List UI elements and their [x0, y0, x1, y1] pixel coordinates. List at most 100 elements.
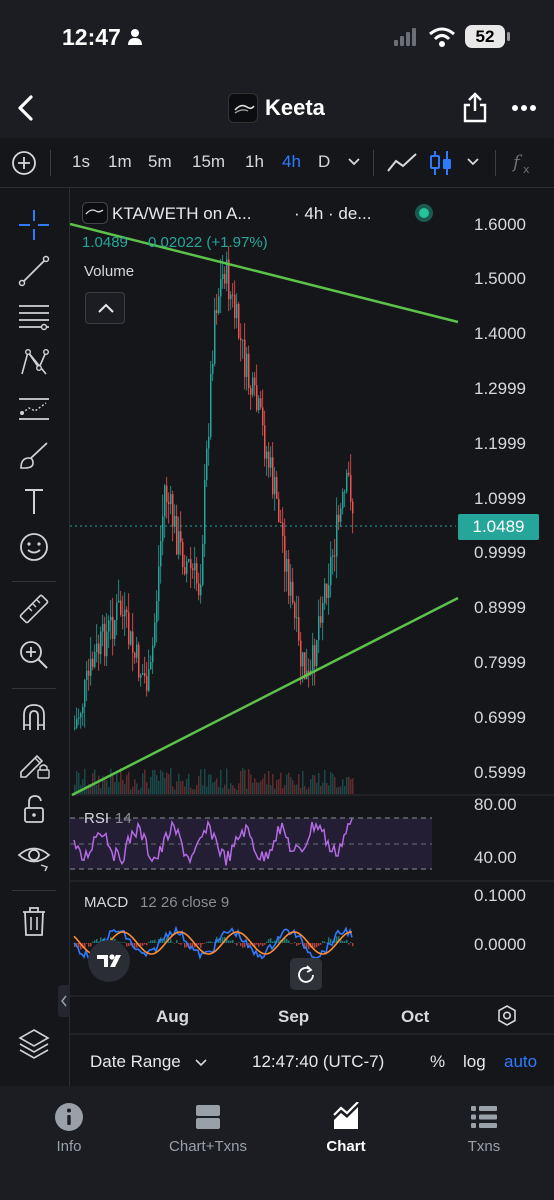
volume-bar	[248, 769, 250, 794]
tradingview-logo[interactable]	[88, 940, 130, 982]
forecast-tool-icon[interactable]	[17, 392, 51, 426]
trash-icon[interactable]	[17, 904, 51, 938]
candle-body	[344, 491, 346, 493]
brush-icon[interactable]	[17, 438, 51, 472]
tab-chart-txns[interactable]: Chart+Txns	[148, 1102, 268, 1155]
unlock-icon[interactable]	[17, 792, 51, 826]
volume-bar	[130, 789, 132, 794]
back-chevron-icon[interactable]	[14, 94, 38, 122]
timeframe-chevron-down-icon[interactable]	[347, 157, 361, 167]
candle-body	[128, 612, 130, 645]
pattern-tool-icon[interactable]	[17, 346, 51, 380]
chart-type-chevron-down-icon[interactable]	[466, 157, 480, 167]
price-tick: 1.4000	[474, 324, 526, 343]
lock-drawing-icon[interactable]	[17, 746, 51, 780]
line-chart-type-icon[interactable]	[386, 151, 418, 175]
candle-body	[190, 559, 192, 569]
candle-body	[248, 353, 250, 389]
candle-body	[122, 614, 124, 617]
macd-histogram-bar	[164, 939, 166, 943]
macd-histogram-bar	[210, 941, 212, 943]
tab-info[interactable]: Info	[9, 1102, 129, 1155]
collapse-legend-button[interactable]	[85, 292, 125, 324]
macd-histogram-bar	[260, 943, 262, 945]
auto-scale-toggle[interactable]: auto	[504, 1052, 538, 1071]
timeframe-d[interactable]: D	[318, 152, 331, 171]
volume-bar	[76, 770, 78, 794]
text-tool-icon[interactable]	[17, 484, 51, 518]
cellular-signal-icon	[394, 28, 416, 46]
pair-label: KTA/WETH on A...	[112, 204, 252, 223]
wifi-icon	[429, 27, 455, 47]
candle-body	[314, 645, 316, 666]
percent-scale-toggle[interactable]: %	[430, 1052, 446, 1071]
volume-bar	[232, 785, 234, 794]
macd-histogram-bar	[284, 938, 286, 943]
timeframe-1s[interactable]: 1s	[72, 152, 90, 171]
share-icon[interactable]	[462, 91, 488, 123]
timeframe-5m[interactable]: 5m	[148, 152, 172, 171]
timeframe-15m[interactable]: 15m	[192, 152, 226, 171]
toolbar-divider	[495, 150, 496, 176]
eye-visibility-icon[interactable]	[17, 838, 51, 872]
volume-bar	[252, 782, 254, 794]
zoom-in-icon[interactable]	[17, 638, 51, 672]
candle-body	[94, 652, 96, 667]
candle-body	[114, 620, 116, 640]
chart-area[interactable]: KTA/WETH on A... · 4h · de... 1.0489 0.0…	[70, 188, 554, 1086]
candle-body	[216, 310, 218, 314]
price-chart-canvas[interactable]	[70, 188, 554, 1086]
candle-body	[118, 600, 120, 603]
fib-retracement-icon[interactable]	[17, 300, 51, 334]
volume-bar	[260, 780, 262, 794]
macd-histogram-bar	[96, 938, 98, 943]
volume-bar	[74, 784, 76, 794]
date-range-dropdown[interactable]: Date Range	[90, 1052, 181, 1071]
volume-bar	[320, 786, 322, 794]
candle-body	[322, 602, 324, 623]
candle-body	[290, 581, 292, 596]
reset-chart-button[interactable]	[290, 958, 322, 990]
more-options-icon[interactable]	[511, 104, 537, 112]
timeframe-1h[interactable]: 1h	[245, 152, 264, 171]
volume-bar	[102, 775, 104, 794]
battery-badge: 52	[465, 25, 505, 48]
crosshair-icon[interactable]	[17, 208, 51, 242]
chart-settings-icon[interactable]	[494, 1003, 520, 1029]
collapse-toolbar-handle[interactable]	[58, 985, 70, 1017]
tab-chart[interactable]: Chart	[286, 1102, 406, 1155]
candle-body	[232, 294, 234, 296]
timeframe-4h[interactable]: 4h	[282, 152, 301, 171]
reset-icon	[298, 965, 314, 983]
macd-histogram-bar	[298, 943, 300, 945]
tab-txns[interactable]: Txns	[424, 1102, 544, 1155]
log-scale-toggle[interactable]: log	[463, 1052, 486, 1071]
last-price-value: 1.0489	[82, 234, 128, 251]
candle-body	[144, 673, 146, 677]
volume-bar	[162, 771, 164, 794]
volume-bar	[196, 784, 198, 794]
magnet-icon[interactable]	[17, 700, 51, 734]
volume-bar	[168, 774, 170, 794]
candles-chart-type-icon[interactable]	[428, 149, 454, 177]
macd-histogram-bar	[326, 942, 328, 944]
trend-line-icon[interactable]	[17, 254, 51, 288]
date-range-chevron-down-icon[interactable]	[194, 1058, 208, 1068]
candle-body	[288, 559, 290, 596]
emoji-icon[interactable]	[17, 530, 51, 564]
volume-bar	[150, 776, 152, 794]
clock-timezone[interactable]: 12:47:40 (UTC-7)	[252, 1052, 385, 1071]
volume-bar	[324, 769, 326, 794]
tab-label: Chart+Txns	[169, 1138, 247, 1155]
volume-bar	[172, 786, 174, 794]
ruler-icon[interactable]	[17, 592, 51, 626]
add-indicator-icon[interactable]	[11, 150, 37, 176]
layers-icon[interactable]	[17, 1026, 51, 1060]
macd-histogram-bar	[254, 943, 256, 948]
rsi-axis-tick: 40.00	[474, 848, 517, 867]
timeframe-1m[interactable]: 1m	[108, 152, 132, 171]
volume-bar	[230, 783, 232, 794]
macd-line	[73, 925, 353, 960]
macd-params: 12 26 close 9	[140, 894, 230, 911]
